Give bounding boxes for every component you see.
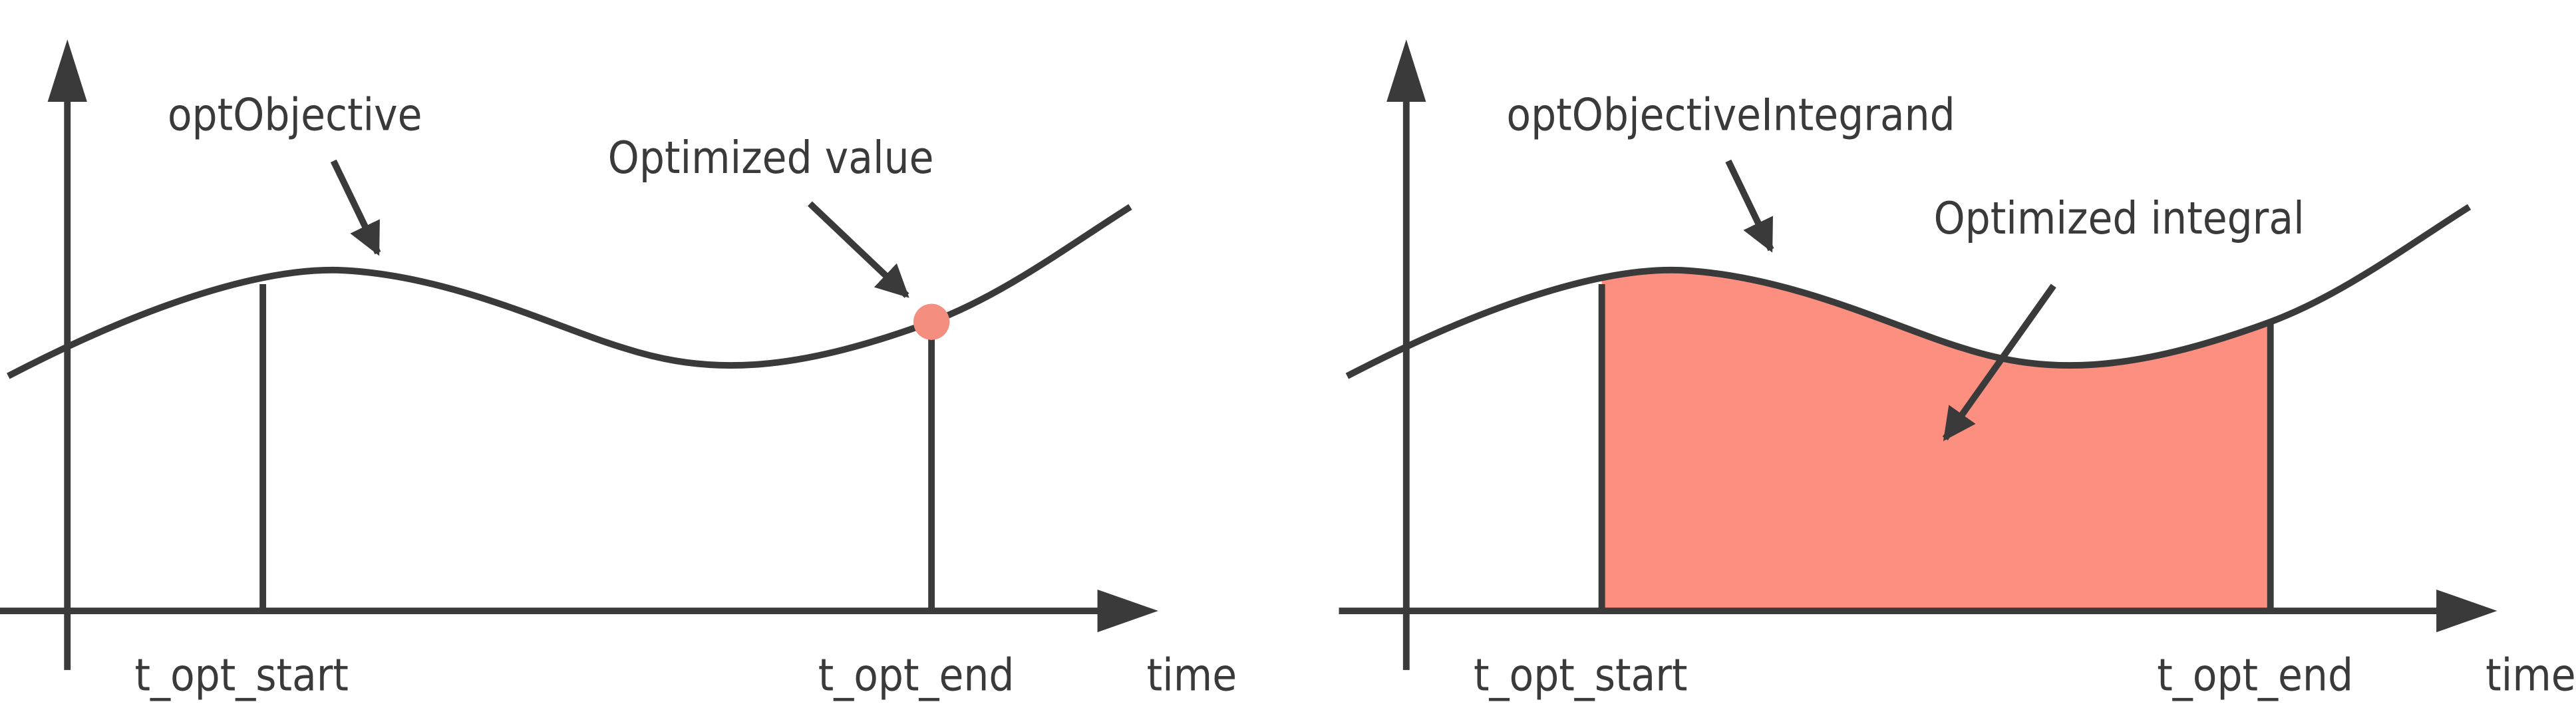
axis-label: time (2486, 649, 2576, 701)
optimized-point (913, 303, 950, 340)
curve (1345, 204, 2472, 379)
panel-left: optObjective Optimized value t_opt_start… (0, 39, 1237, 701)
panel-right: optObjectiveIntegrand Optimized integral… (1339, 39, 2576, 701)
start-label: t_opt_start (1474, 649, 1687, 701)
integral-area (1601, 269, 2271, 612)
annotation: Optimized value (608, 132, 934, 184)
arrow (1942, 283, 2056, 441)
curve (7, 204, 1132, 379)
y-axis-arrowhead (47, 39, 87, 102)
annotation: Optimized integral (1933, 192, 2304, 244)
axis-label: time (1147, 649, 1237, 701)
start-label: t_opt_start (134, 649, 348, 701)
end-label: t_opt_end (818, 649, 1015, 701)
curve-label: optObjectiveIntegrand (1506, 89, 1955, 141)
arrow (330, 159, 381, 256)
x-axis-arrowhead (2436, 589, 2497, 633)
arrow (808, 201, 909, 298)
arrow (1725, 159, 1774, 253)
y-axis-arrowhead (1386, 39, 1426, 102)
end-label: t_opt_end (2157, 649, 2353, 701)
curve-label: optObjective (168, 89, 422, 141)
x-axis-arrowhead (1097, 589, 1158, 633)
